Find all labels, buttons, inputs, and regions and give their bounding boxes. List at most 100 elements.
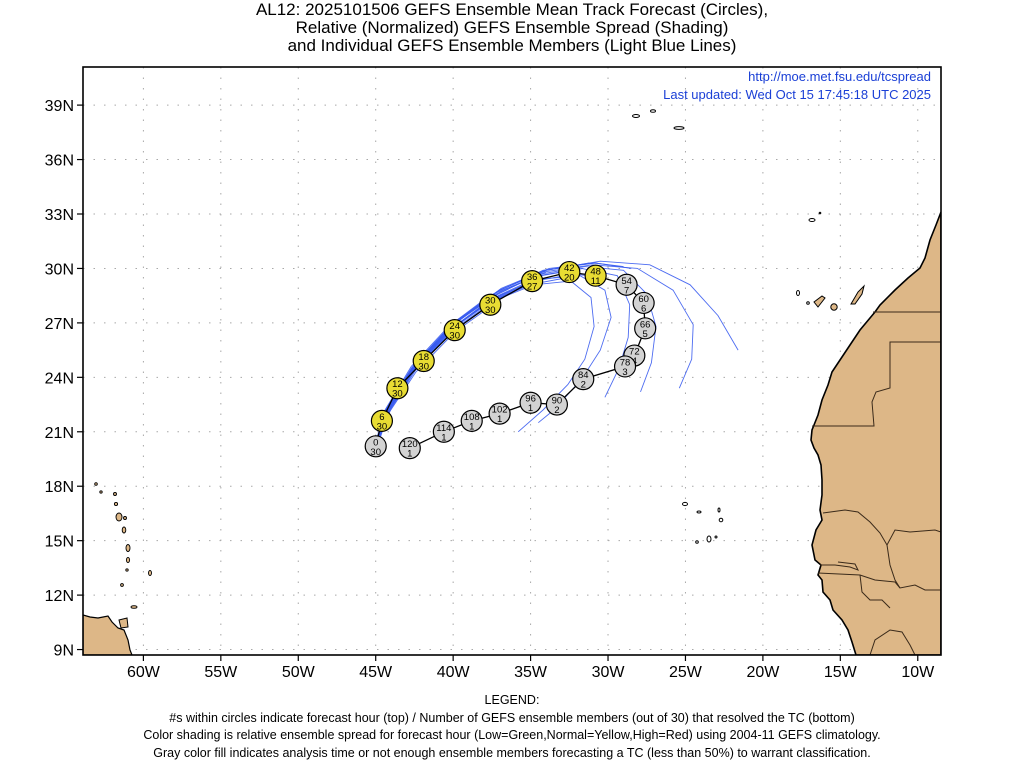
land-west-africa xyxy=(810,211,941,655)
canary-islands xyxy=(796,284,865,311)
member-count-label: 1 xyxy=(407,449,412,460)
forecast-hour-label: 78 xyxy=(620,357,631,368)
track-circle xyxy=(364,435,387,458)
member-count-label: 1 xyxy=(528,403,533,414)
forecast-hour-label: 36 xyxy=(527,272,538,283)
source-url-link[interactable]: http://moe.met.fsu.edu/tcspread xyxy=(748,69,931,84)
forecast-hour-label: 54 xyxy=(621,276,632,287)
track-circle xyxy=(615,273,638,296)
member-count-label: 30 xyxy=(485,305,496,316)
track-circle xyxy=(460,409,483,432)
track-circle xyxy=(432,420,455,443)
track-circle xyxy=(545,393,569,416)
country-border xyxy=(822,509,941,547)
forecast-hour-label: 96 xyxy=(525,394,536,405)
x-tick-label: 25W xyxy=(669,664,703,681)
member-count-label: 5 xyxy=(643,329,648,340)
track-circle xyxy=(386,377,409,400)
y-tick-label: 24N xyxy=(45,370,74,387)
title-line-2: Relative (Normalized) GEFS Ensemble Spre… xyxy=(295,18,729,37)
forecast-hour-label: 120 xyxy=(402,439,418,450)
x-tick-label: 10W xyxy=(901,664,935,681)
y-tick-label: 27N xyxy=(45,316,74,333)
title-line-1: AL12: 2025101506 GEFS Ensemble Mean Trac… xyxy=(255,0,769,19)
track-circle xyxy=(558,260,581,284)
track-circle xyxy=(398,437,421,460)
forecast-hour-label: 48 xyxy=(590,267,601,278)
land-south-america xyxy=(83,614,133,655)
country-border xyxy=(817,572,901,589)
member-count-label: 30 xyxy=(377,421,388,432)
member-count-label: 27 xyxy=(527,282,538,293)
forecast-hour-label: 30 xyxy=(485,296,496,307)
axis-ticks: 60W 55W 50W 45W 40W 35W 30W 25W 20W 15W 10W39N36N3… xyxy=(45,98,935,681)
y-tick-label: 39N xyxy=(45,98,74,115)
madeira-islands xyxy=(808,211,822,222)
track-circle xyxy=(634,317,657,340)
member-count-label: 2 xyxy=(554,405,559,416)
forecast-hour-label: 72 xyxy=(629,347,640,358)
x-tick-label: 45W xyxy=(359,664,393,681)
legend-line-3: Gray color fill indicates analysis time … xyxy=(153,745,871,760)
plot-background xyxy=(83,67,941,655)
x-tick-label: 35W xyxy=(514,664,548,681)
member-count-label: 30 xyxy=(392,389,403,400)
forecast-hour-label: 84 xyxy=(578,370,589,381)
track-circle xyxy=(443,319,466,342)
country-border xyxy=(859,574,891,609)
track-point-6: 630 xyxy=(370,409,394,432)
track-circle xyxy=(613,355,637,378)
track-point-54: 547 xyxy=(615,273,638,296)
forecast-hour-label: 114 xyxy=(436,423,451,434)
member-count-label: 11 xyxy=(591,276,601,287)
track-point-90: 902 xyxy=(545,393,569,416)
country-border xyxy=(812,341,941,427)
x-tick-label: 55W xyxy=(204,664,238,681)
y-tick-label: 33N xyxy=(45,207,74,224)
track-point-96: 961 xyxy=(519,391,542,414)
member-count-label: 30 xyxy=(449,331,460,342)
plot-frame xyxy=(82,66,942,656)
track-circle xyxy=(521,270,544,293)
legend: LEGEND: #s within circles indicate forec… xyxy=(0,692,1024,762)
chart-title: AL12: 2025101506 GEFS Ensemble Mean Trac… xyxy=(0,1,1024,55)
forecast-hour-label: 6 xyxy=(379,412,384,423)
member-count-label: 30 xyxy=(418,362,429,373)
y-tick-label: 18N xyxy=(45,479,74,496)
title-line-3: and Individual GEFS Ensemble Members (Li… xyxy=(287,36,737,55)
x-tick-label: 40W xyxy=(437,664,471,681)
last-updated-text: Last updated: Wed Oct 15 17:45:18 UTC 20… xyxy=(663,87,931,102)
track-point-0: 030 xyxy=(364,435,387,458)
member-count-label: 6 xyxy=(641,303,646,314)
y-tick-label: 30N xyxy=(45,261,74,278)
track-point-60: 606 xyxy=(632,291,655,314)
member-count-label: 3 xyxy=(622,367,627,378)
legend-heading: LEGEND: xyxy=(484,693,540,707)
forecast-hour-label: 102 xyxy=(492,405,508,416)
forecast-hour-label: 18 xyxy=(418,352,429,363)
member-count-label: 7 xyxy=(624,285,629,296)
track-point-84: 842 xyxy=(572,368,595,391)
forecast-hour-label: 60 xyxy=(638,294,649,305)
forecast-hour-label: 0 xyxy=(373,437,378,448)
legend-line-1: #s within circles indicate forecast hour… xyxy=(169,710,855,725)
track-circle xyxy=(412,349,435,373)
x-tick-label: 30W xyxy=(592,664,626,681)
member-count-label: 20 xyxy=(564,273,575,284)
track-point-66: 665 xyxy=(634,317,657,340)
forecast-hour-label: 108 xyxy=(464,412,480,423)
x-tick-label: 60W xyxy=(127,664,161,681)
y-tick-label: 9N xyxy=(54,643,74,660)
forecast-hour-label: 12 xyxy=(392,379,403,390)
track-point-78: 783 xyxy=(613,355,637,378)
x-tick-label: 15W xyxy=(824,664,858,681)
